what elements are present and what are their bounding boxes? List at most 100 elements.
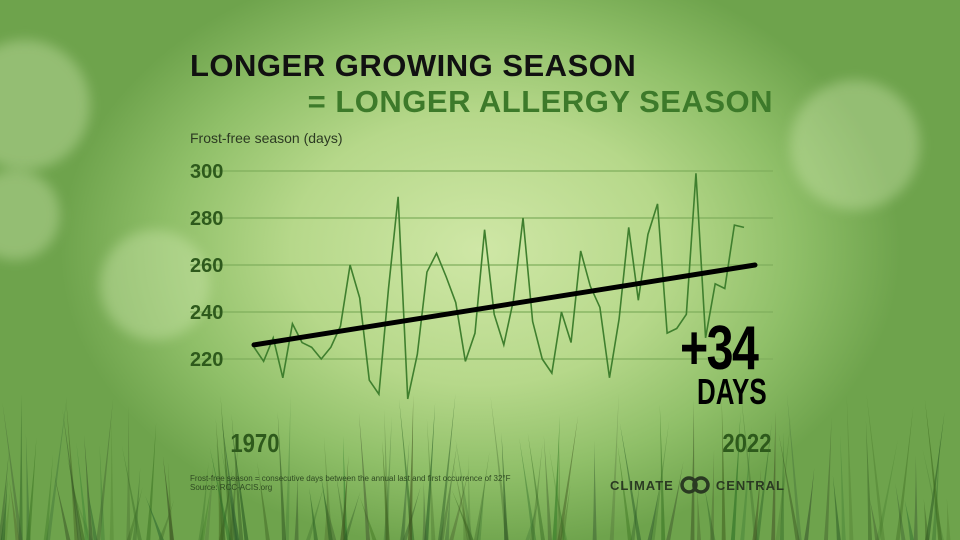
grass-blade — [204, 456, 214, 540]
grass-blade — [832, 475, 841, 540]
y-tick-label: 280 — [190, 208, 223, 230]
grass-blade — [451, 489, 474, 540]
grass-blade — [99, 445, 105, 540]
grass-blade — [696, 488, 701, 540]
grass-blade — [779, 432, 784, 540]
grass-blade — [43, 454, 53, 540]
y-axis-label: Frost-free season (days) — [190, 130, 343, 146]
grass-blade — [382, 440, 390, 540]
grass-blade — [146, 422, 157, 540]
grass-blade — [324, 497, 337, 540]
grass-blade — [399, 498, 406, 540]
grass-blade — [65, 398, 79, 540]
grass-blade — [26, 437, 37, 540]
grass-blade — [804, 467, 815, 540]
grass-blade — [946, 498, 951, 540]
grass-blade — [167, 462, 174, 540]
series-line — [253, 173, 745, 400]
grass-blade — [543, 435, 552, 540]
grass-blade — [559, 485, 571, 540]
grass-blade — [895, 406, 914, 540]
footnote-source: Source: RCC-ACIS.org — [190, 483, 273, 492]
grass-blade — [294, 473, 299, 540]
grass-blade — [198, 462, 209, 540]
grass-blade — [690, 400, 695, 540]
grass-blade — [846, 395, 854, 540]
grass-blade — [730, 412, 741, 540]
grass-blade — [121, 445, 142, 540]
grass-blade — [220, 395, 233, 540]
grass-blade — [400, 439, 410, 540]
grass-blade — [592, 440, 597, 540]
grass-blade — [25, 433, 31, 540]
y-tick-label: 300 — [190, 161, 223, 183]
climate-central-logo: CLIMATE CENTRAL — [610, 476, 785, 494]
grass-blade — [2, 402, 23, 540]
grass-blade — [461, 472, 468, 540]
grass-blade — [609, 393, 619, 540]
grass-blade — [552, 415, 560, 540]
grass-blade — [76, 442, 89, 540]
x-tick-end: 2022 — [722, 428, 772, 458]
change-value: +34 — [680, 314, 759, 383]
grass-blade — [556, 492, 568, 540]
footnote: Frost-free season = consecutive days bet… — [190, 474, 510, 492]
grass-blade — [473, 451, 490, 540]
grass-blade — [132, 467, 141, 540]
grass-blade — [659, 404, 666, 540]
grass-blade — [527, 432, 545, 540]
bokeh-blob — [100, 230, 210, 340]
grass-blade — [869, 497, 880, 540]
grass-blade — [823, 417, 832, 540]
grass-blade — [0, 477, 8, 540]
grass-blade — [232, 431, 249, 540]
grass-blade — [358, 412, 371, 540]
grass-blade — [931, 438, 940, 540]
grass-blade — [904, 499, 914, 540]
grass-blade — [217, 475, 223, 540]
grass-blade — [145, 495, 164, 540]
title-line-2: = LONGER ALLERGY SEASON — [307, 84, 773, 119]
grass-blade — [467, 454, 472, 540]
grass-blade — [323, 436, 333, 540]
grass-blade — [231, 414, 244, 540]
grass-blade — [630, 483, 640, 540]
grass-blade — [284, 395, 291, 540]
grass-blade — [257, 462, 270, 540]
grass-blade — [408, 395, 414, 540]
grass-blade — [455, 438, 473, 540]
logo-icon — [680, 476, 710, 494]
y-tick-label: 220 — [190, 349, 223, 371]
grass-blade — [876, 440, 898, 540]
grass-blade — [444, 482, 451, 540]
grass-blade — [490, 396, 509, 540]
grass-blade — [786, 392, 802, 540]
grass-blade — [865, 420, 873, 540]
y-tick-label: 240 — [190, 302, 223, 324]
grass-blade — [666, 461, 684, 540]
grass-blade — [320, 472, 333, 540]
y-tick-label: 260 — [190, 255, 223, 277]
x-tick-start: 1970 — [230, 428, 280, 458]
grass-blade — [771, 410, 776, 540]
grass-blade — [54, 475, 71, 540]
grass-blade — [840, 435, 846, 540]
grass-blade — [18, 394, 23, 540]
grass-blade — [704, 485, 716, 540]
grass-blade — [895, 483, 906, 540]
grass-blade — [223, 443, 236, 540]
logo-text-right: CENTRAL — [715, 477, 785, 493]
grass-blade — [0, 450, 10, 540]
grass-blade — [866, 394, 885, 540]
grass-blade — [924, 399, 943, 540]
grass-blade — [778, 433, 800, 540]
grass-blade — [740, 390, 758, 540]
grass-blade — [923, 499, 930, 540]
grass-blade — [9, 479, 20, 540]
grass-blade — [62, 409, 82, 540]
grass-blade — [162, 456, 175, 540]
grass-blade — [617, 443, 632, 540]
bokeh-blob — [790, 80, 920, 210]
grass-blade — [922, 449, 944, 540]
